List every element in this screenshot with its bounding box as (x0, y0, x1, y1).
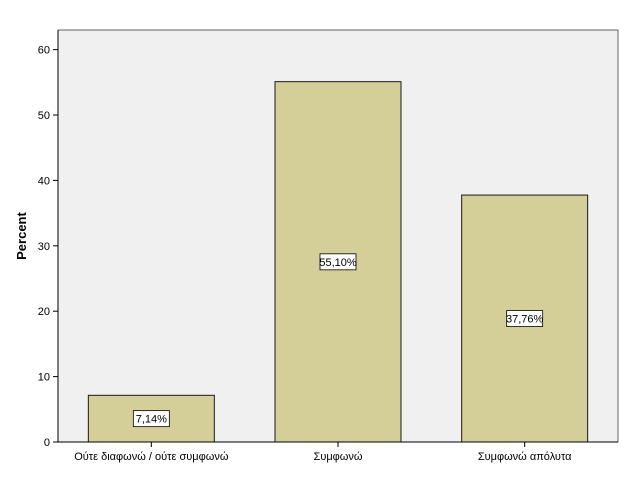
y-tick-label: 40 (38, 175, 50, 187)
x-tick-label: Συμφωνώ απόλυτα (478, 451, 572, 463)
data-labels: 7,14% 55,10% 37,76% (132, 253, 544, 428)
y-tick-label: 60 (38, 45, 50, 57)
y-tick-label: 0 (44, 437, 50, 449)
y-tick-label: 30 (38, 241, 50, 253)
data-label-box (506, 310, 544, 327)
data-label-box (319, 253, 357, 271)
y-tick-label: 20 (38, 306, 50, 318)
data-label-box (132, 410, 170, 428)
y-tick-label: 50 (38, 110, 50, 122)
y-tick-label: 10 (38, 372, 50, 384)
x-tick-label: Συμφωνώ (314, 451, 363, 463)
data-label: 7,14% (136, 414, 167, 426)
data-label: 55,10% (319, 257, 357, 269)
data-label: 37,76% (506, 314, 544, 326)
y-axis-title: Percent (14, 211, 29, 259)
y-axis: 0 10 20 30 40 50 60 (38, 30, 59, 449)
x-tick-label: Ούτε διαφωνώ / ούτε συμφωνώ (74, 451, 229, 463)
x-axis: Ούτε διαφωνώ / ούτε συμφωνώ Συμφωνώ Συμφων… (58, 441, 618, 463)
